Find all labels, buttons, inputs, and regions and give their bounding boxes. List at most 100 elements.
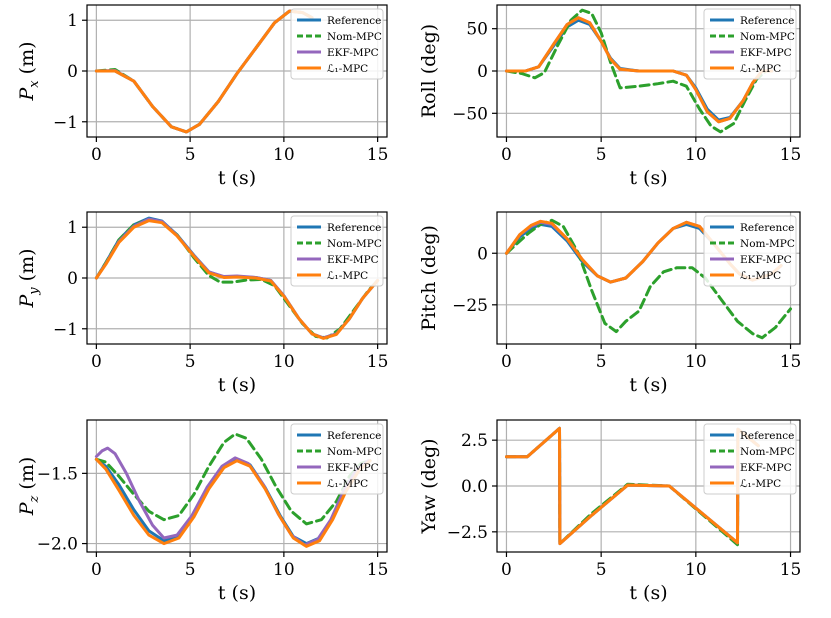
series-group-roll xyxy=(505,8,774,134)
panel-py: 0 5 10 15 −1 0 1 t (s) Py (m) Reference Nom-MPC EKF… xyxy=(16,211,388,396)
tick-label-x-pitch-3: 15 xyxy=(780,352,802,372)
tick-label-x-roll-0: 0 xyxy=(501,145,512,165)
legend-label-px-0: Reference xyxy=(327,15,381,27)
panel-yaw: 0 5 10 15 −2.5 0.0 2.5 t (s) Yaw (deg) Reference N… xyxy=(418,419,802,604)
series-group-px xyxy=(94,9,314,134)
tick-label-x-roll-3: 15 xyxy=(780,145,802,165)
tick-label-x-yaw-3: 15 xyxy=(780,560,802,580)
tick-label-y-yaw-1: 0.0 xyxy=(461,477,488,497)
tick-label-x-py-1: 5 xyxy=(185,352,196,372)
legend-label-roll-2: EKF-MPC xyxy=(740,47,792,59)
tick-label-x-pitch-1: 5 xyxy=(596,352,607,372)
tick-label-y-pz-0: −2.0 xyxy=(37,535,78,555)
series-line-pitch-1 xyxy=(505,218,792,340)
tick-label-x-px-0: 0 xyxy=(91,145,102,165)
x-axis-label-py: t (s) xyxy=(218,374,256,396)
tick-label-x-roll-1: 5 xyxy=(596,145,607,165)
legend-label-pitch-3: ℒ₁-MPC xyxy=(740,270,781,282)
legend-label-yaw-1: Nom-MPC xyxy=(740,446,795,458)
panel-pz: 0 5 10 15 −2.0 −1.5 t (s) Pz (m) Reference Nom-MP… xyxy=(16,419,389,604)
y-axis-label-main-px: P xyxy=(16,87,38,102)
tick-label-y-py-0: −1 xyxy=(53,320,78,340)
y-axis-label-px: Px (m) xyxy=(16,41,42,101)
x-axis-label-px: t (s) xyxy=(218,167,256,189)
series-line-roll-1 xyxy=(505,8,774,134)
y-axis-label-unit-py: (m) xyxy=(16,248,38,287)
legend-pitch: Reference Nom-MPC EKF-MPC ℒ₁-MPC xyxy=(703,215,797,287)
y-axis-label-main-pz: P xyxy=(16,501,38,516)
y-axis-label-pitch: Pitch (deg) xyxy=(418,225,440,331)
tick-label-y-py-2: 1 xyxy=(67,218,78,238)
tick-label-y-px-2: 1 xyxy=(67,11,78,31)
legend-box-roll xyxy=(703,8,797,80)
legend-box-py xyxy=(290,215,384,287)
x-axis-label-yaw: t (s) xyxy=(629,582,667,604)
y-axis-label-unit-px: (m) xyxy=(16,41,38,80)
legend-py: Reference Nom-MPC EKF-MPC ℒ₁-MPC xyxy=(290,215,384,287)
legend-label-roll-1: Nom-MPC xyxy=(740,31,795,43)
y-axis-label-roll: Roll (deg) xyxy=(418,24,440,118)
axes-frame-pitch xyxy=(496,211,801,345)
legend-label-py-2: EKF-MPC xyxy=(327,254,379,266)
x-axis-label-roll: t (s) xyxy=(629,167,667,189)
series-line-roll-3 xyxy=(505,16,774,124)
tick-label-y-roll-1: 0 xyxy=(477,62,488,82)
tick-label-x-px-3: 15 xyxy=(367,145,389,165)
tick-label-x-px-2: 10 xyxy=(273,145,295,165)
series-group-pz xyxy=(94,432,372,548)
series-line-py-3 xyxy=(94,219,380,340)
legend-label-yaw-3: ℒ₁-MPC xyxy=(740,478,781,490)
x-axis-label-pz: t (s) xyxy=(218,582,256,604)
series-line-pz-3 xyxy=(94,457,372,548)
tick-label-x-roll-2: 10 xyxy=(685,145,707,165)
legend-label-pz-3: ℒ₁-MPC xyxy=(327,478,368,490)
legend-label-pz-0: Reference xyxy=(327,430,381,442)
tick-label-x-yaw-2: 10 xyxy=(685,560,707,580)
tick-label-y-pitch-0: −25 xyxy=(452,296,488,316)
legend-label-py-1: Nom-MPC xyxy=(327,238,382,250)
legend-label-px-3: ℒ₁-MPC xyxy=(327,63,368,75)
legend-label-pitch-0: Reference xyxy=(740,222,794,234)
tick-label-x-px-1: 5 xyxy=(185,145,196,165)
legend-label-yaw-2: EKF-MPC xyxy=(740,462,792,474)
y-axis-label-main-pitch: Pitch (deg) xyxy=(418,225,440,331)
legend-label-px-2: EKF-MPC xyxy=(327,47,379,59)
axes-frame-pz xyxy=(86,419,388,553)
legend-label-py-3: ℒ₁-MPC xyxy=(327,270,368,282)
legend-label-roll-3: ℒ₁-MPC xyxy=(740,63,781,75)
legend-px: Reference Nom-MPC EKF-MPC ℒ₁-MPC xyxy=(290,8,384,80)
legend-box-pitch xyxy=(703,215,797,287)
legend-label-pitch-2: EKF-MPC xyxy=(740,254,792,266)
tick-label-y-pitch-1: 0 xyxy=(477,244,488,264)
legend-pz: Reference Nom-MPC EKF-MPC ℒ₁-MPC xyxy=(290,423,384,495)
tick-label-x-pz-3: 15 xyxy=(367,560,389,580)
tick-label-y-roll-0: −50 xyxy=(452,104,488,124)
legend-label-yaw-0: Reference xyxy=(740,430,794,442)
tick-label-x-pitch-2: 10 xyxy=(685,352,707,372)
x-axis-label-pitch: t (s) xyxy=(629,374,667,396)
tick-label-y-px-0: −1 xyxy=(53,113,78,133)
y-axis-label-sub-px: x xyxy=(27,80,42,88)
y-axis-label-unit-pz: (m) xyxy=(16,457,38,496)
legend-box-yaw xyxy=(703,423,797,495)
tick-label-y-py-1: 0 xyxy=(67,269,78,289)
legend-yaw: Reference Nom-MPC EKF-MPC ℒ₁-MPC xyxy=(703,423,797,495)
legend-box-pz xyxy=(290,423,384,495)
panel-roll: 0 5 10 15 −50 0 50 t (s) Roll (deg) Reference Nom-… xyxy=(418,4,802,189)
legend-label-px-1: Nom-MPC xyxy=(327,31,382,43)
legend-label-roll-0: Reference xyxy=(740,15,794,27)
legend-roll: Reference Nom-MPC EKF-MPC ℒ₁-MPC xyxy=(703,8,797,80)
y-axis-label-pz: Pz (m) xyxy=(16,457,42,517)
tick-label-x-yaw-1: 5 xyxy=(596,560,607,580)
series-group-py xyxy=(94,216,380,340)
tick-label-x-py-2: 10 xyxy=(273,352,295,372)
tick-label-x-pz-0: 0 xyxy=(91,560,102,580)
series-line-pz-2 xyxy=(94,446,370,547)
tick-label-y-yaw-0: −2.5 xyxy=(447,523,488,543)
legend-label-pz-1: Nom-MPC xyxy=(327,446,382,458)
panel-px: 0 5 10 15 −1 0 1 t (s) Px (m) Reference Nom-MPC EKF… xyxy=(16,4,389,189)
y-axis-label-main-yaw: Yaw (deg) xyxy=(418,438,440,534)
tick-label-x-yaw-0: 0 xyxy=(501,560,512,580)
legend-label-pitch-1: Nom-MPC xyxy=(740,238,795,250)
